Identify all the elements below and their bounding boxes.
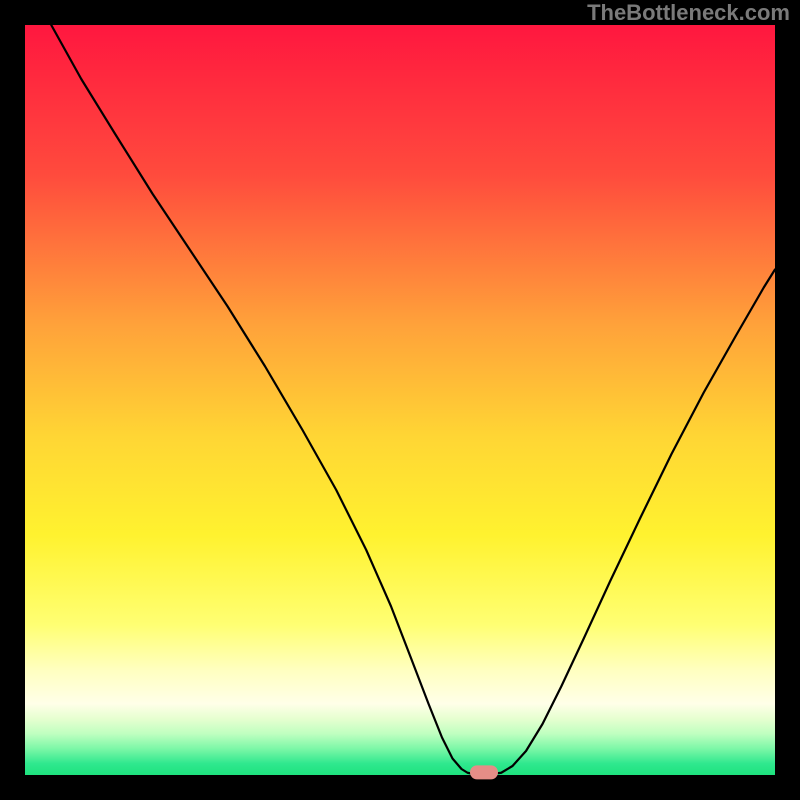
plot-area	[25, 25, 775, 775]
bottleneck-chart	[0, 0, 800, 800]
chart-container: TheBottleneck.com	[0, 0, 800, 800]
watermark-text: TheBottleneck.com	[587, 0, 790, 26]
optimal-marker	[470, 765, 498, 779]
